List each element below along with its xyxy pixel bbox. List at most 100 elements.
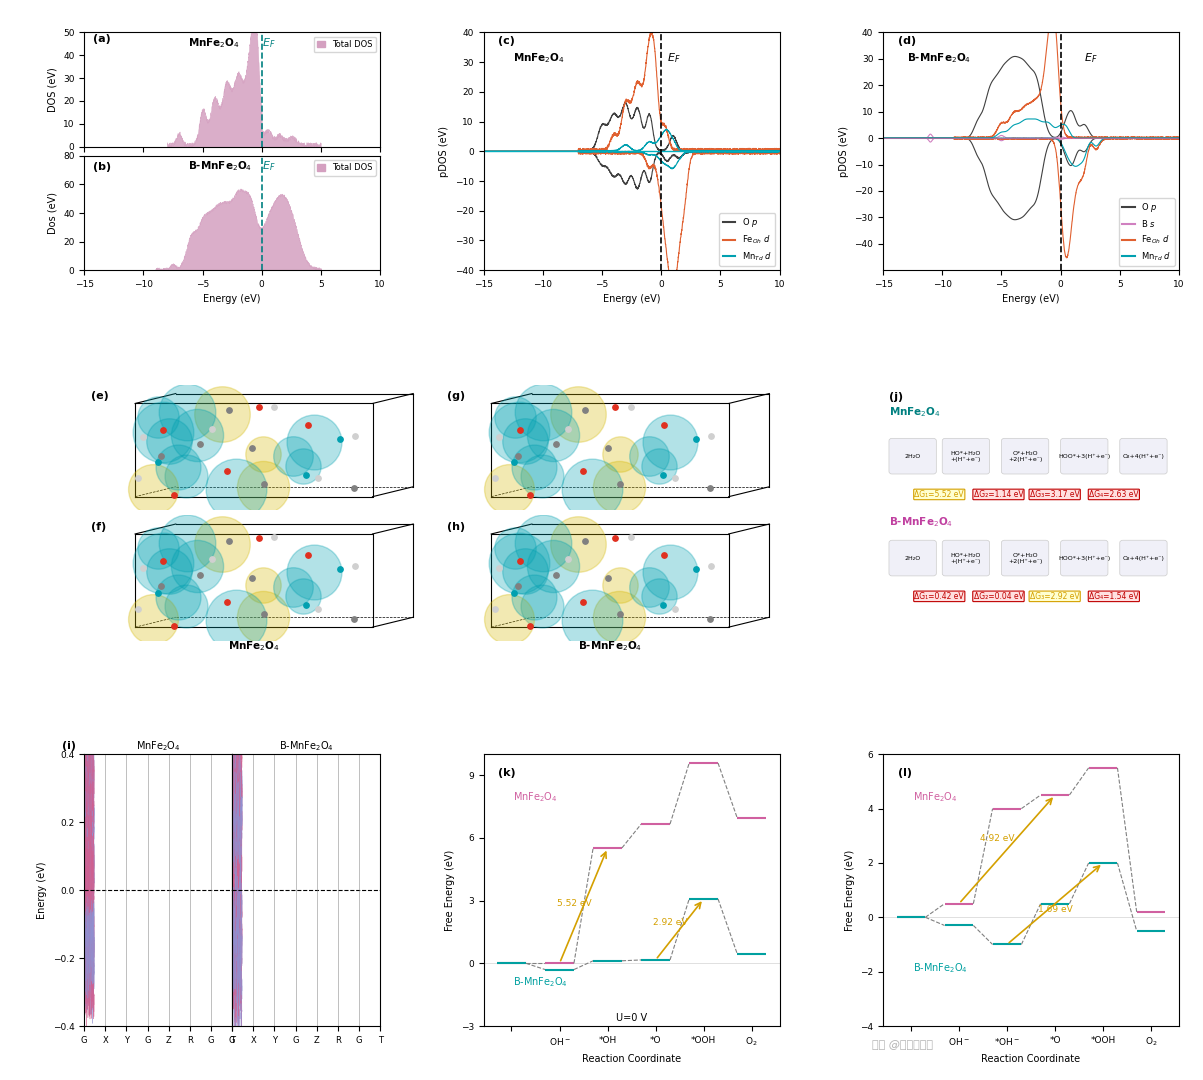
Point (154, 421, 173, 438)
Point (700, 610, 719, 627)
Point (582, 611, 602, 629)
Point (304, 433, 324, 450)
Point (177, 597, 196, 615)
Y-axis label: Energy (eV): Energy (eV) (37, 862, 47, 919)
Point (508, 578, 527, 595)
Point (298, 546, 318, 564)
Point (559, 420, 579, 437)
Point (505, 408, 525, 426)
Point (153, 423, 172, 441)
Point (265, 528, 284, 545)
Text: $E_F$: $E_F$ (1084, 51, 1098, 65)
Point (609, 608, 628, 625)
Point (521, 487, 540, 504)
FancyBboxPatch shape (1120, 438, 1167, 474)
Text: 2.92 eV: 2.92 eV (653, 918, 687, 928)
Point (504, 454, 523, 471)
Point (653, 596, 672, 613)
Y-axis label: Dos (eV): Dos (eV) (47, 192, 58, 234)
Point (149, 408, 168, 426)
Point (559, 551, 579, 568)
Point (243, 440, 262, 457)
Point (297, 467, 316, 484)
Y-axis label: pDOS (eV): pDOS (eV) (439, 125, 450, 177)
Point (212, 536, 231, 553)
Point (490, 429, 509, 446)
Point (575, 402, 594, 419)
X-axis label: Energy (eV): Energy (eV) (1002, 295, 1060, 305)
Text: MnFe$_2$O$_4$: MnFe$_2$O$_4$ (913, 791, 958, 805)
Point (132, 429, 152, 446)
Point (533, 534, 552, 551)
Point (609, 478, 628, 496)
Point (660, 564, 680, 581)
Legend: Total DOS: Total DOS (314, 160, 375, 176)
Point (188, 557, 207, 575)
Point (654, 416, 674, 433)
Text: $E_F$: $E_F$ (262, 160, 275, 174)
Point (143, 610, 162, 627)
Point (700, 480, 719, 497)
Text: O₂+4(H⁺+e⁻): O₂+4(H⁺+e⁻) (1122, 454, 1165, 459)
Point (504, 584, 523, 602)
FancyBboxPatch shape (1001, 438, 1049, 474)
Point (650, 457, 669, 474)
Text: MnFe$_2$O$_4$: MnFe$_2$O$_4$ (889, 405, 941, 419)
FancyBboxPatch shape (1120, 540, 1167, 576)
Text: 1.69 eV: 1.69 eV (1038, 905, 1072, 914)
Text: 4.92 eV: 4.92 eV (980, 834, 1014, 843)
Point (132, 559, 152, 577)
Point (575, 532, 594, 550)
Text: O*+H₂O
+2(H⁺+e⁻): O*+H₂O +2(H⁺+e⁻) (1008, 450, 1042, 461)
Point (665, 600, 685, 618)
Text: 2H₂O: 2H₂O (905, 454, 920, 459)
Text: B-MnFe$_2$O$_4$: B-MnFe$_2$O$_4$ (577, 639, 642, 653)
Point (254, 475, 273, 492)
FancyBboxPatch shape (889, 438, 936, 474)
Point (143, 480, 162, 497)
Point (533, 597, 552, 615)
Point (254, 446, 273, 463)
Point (177, 467, 196, 484)
Point (610, 475, 629, 492)
Point (533, 467, 552, 484)
Point (687, 561, 706, 578)
Text: (j): (j) (889, 392, 903, 403)
FancyBboxPatch shape (1061, 438, 1108, 474)
Point (485, 470, 504, 487)
Point (525, 589, 544, 606)
Text: O₂+4(H⁺+e⁻): O₂+4(H⁺+e⁻) (1122, 555, 1165, 561)
Point (148, 584, 167, 602)
Point (569, 405, 588, 422)
Point (249, 399, 268, 416)
Point (654, 546, 674, 564)
Point (650, 588, 669, 605)
Point (253, 478, 272, 496)
Point (298, 416, 318, 433)
Point (202, 420, 221, 437)
Text: (c): (c) (498, 37, 515, 46)
Point (345, 428, 365, 445)
Point (149, 539, 168, 556)
Point (129, 600, 148, 618)
Point (544, 557, 563, 575)
Point (177, 404, 196, 421)
Point (331, 430, 350, 447)
Text: HOO*+3(H⁺+e⁻): HOO*+3(H⁺+e⁻) (1059, 454, 1110, 459)
Legend: Total DOS: Total DOS (314, 37, 375, 52)
Point (510, 552, 529, 569)
Point (253, 608, 272, 625)
Text: ΔG₁=5.52 eV: ΔG₁=5.52 eV (914, 490, 964, 499)
Point (191, 435, 211, 453)
Point (219, 402, 238, 419)
Text: MnFe$_2$O$_4$: MnFe$_2$O$_4$ (514, 51, 565, 65)
Text: ΔG₂=0.04 eV: ΔG₂=0.04 eV (973, 592, 1024, 600)
Text: ΔG₄=2.63 eV: ΔG₄=2.63 eV (1089, 490, 1139, 499)
Legend: O $p$, B $s$, Fe$_{Oh}$ $d$, Mn$_{Td}$ $d$: O $p$, B $s$, Fe$_{Oh}$ $d$, Mn$_{Td}$ $… (1119, 198, 1175, 266)
Point (226, 481, 245, 498)
Point (687, 430, 706, 447)
Text: HO*+H₂O
+(H⁺+e⁻): HO*+H₂O +(H⁺+e⁻) (950, 450, 982, 461)
Text: B-MnFe$_2$O$_4$: B-MnFe$_2$O$_4$ (279, 739, 333, 753)
Point (309, 470, 328, 487)
Point (515, 432, 534, 449)
